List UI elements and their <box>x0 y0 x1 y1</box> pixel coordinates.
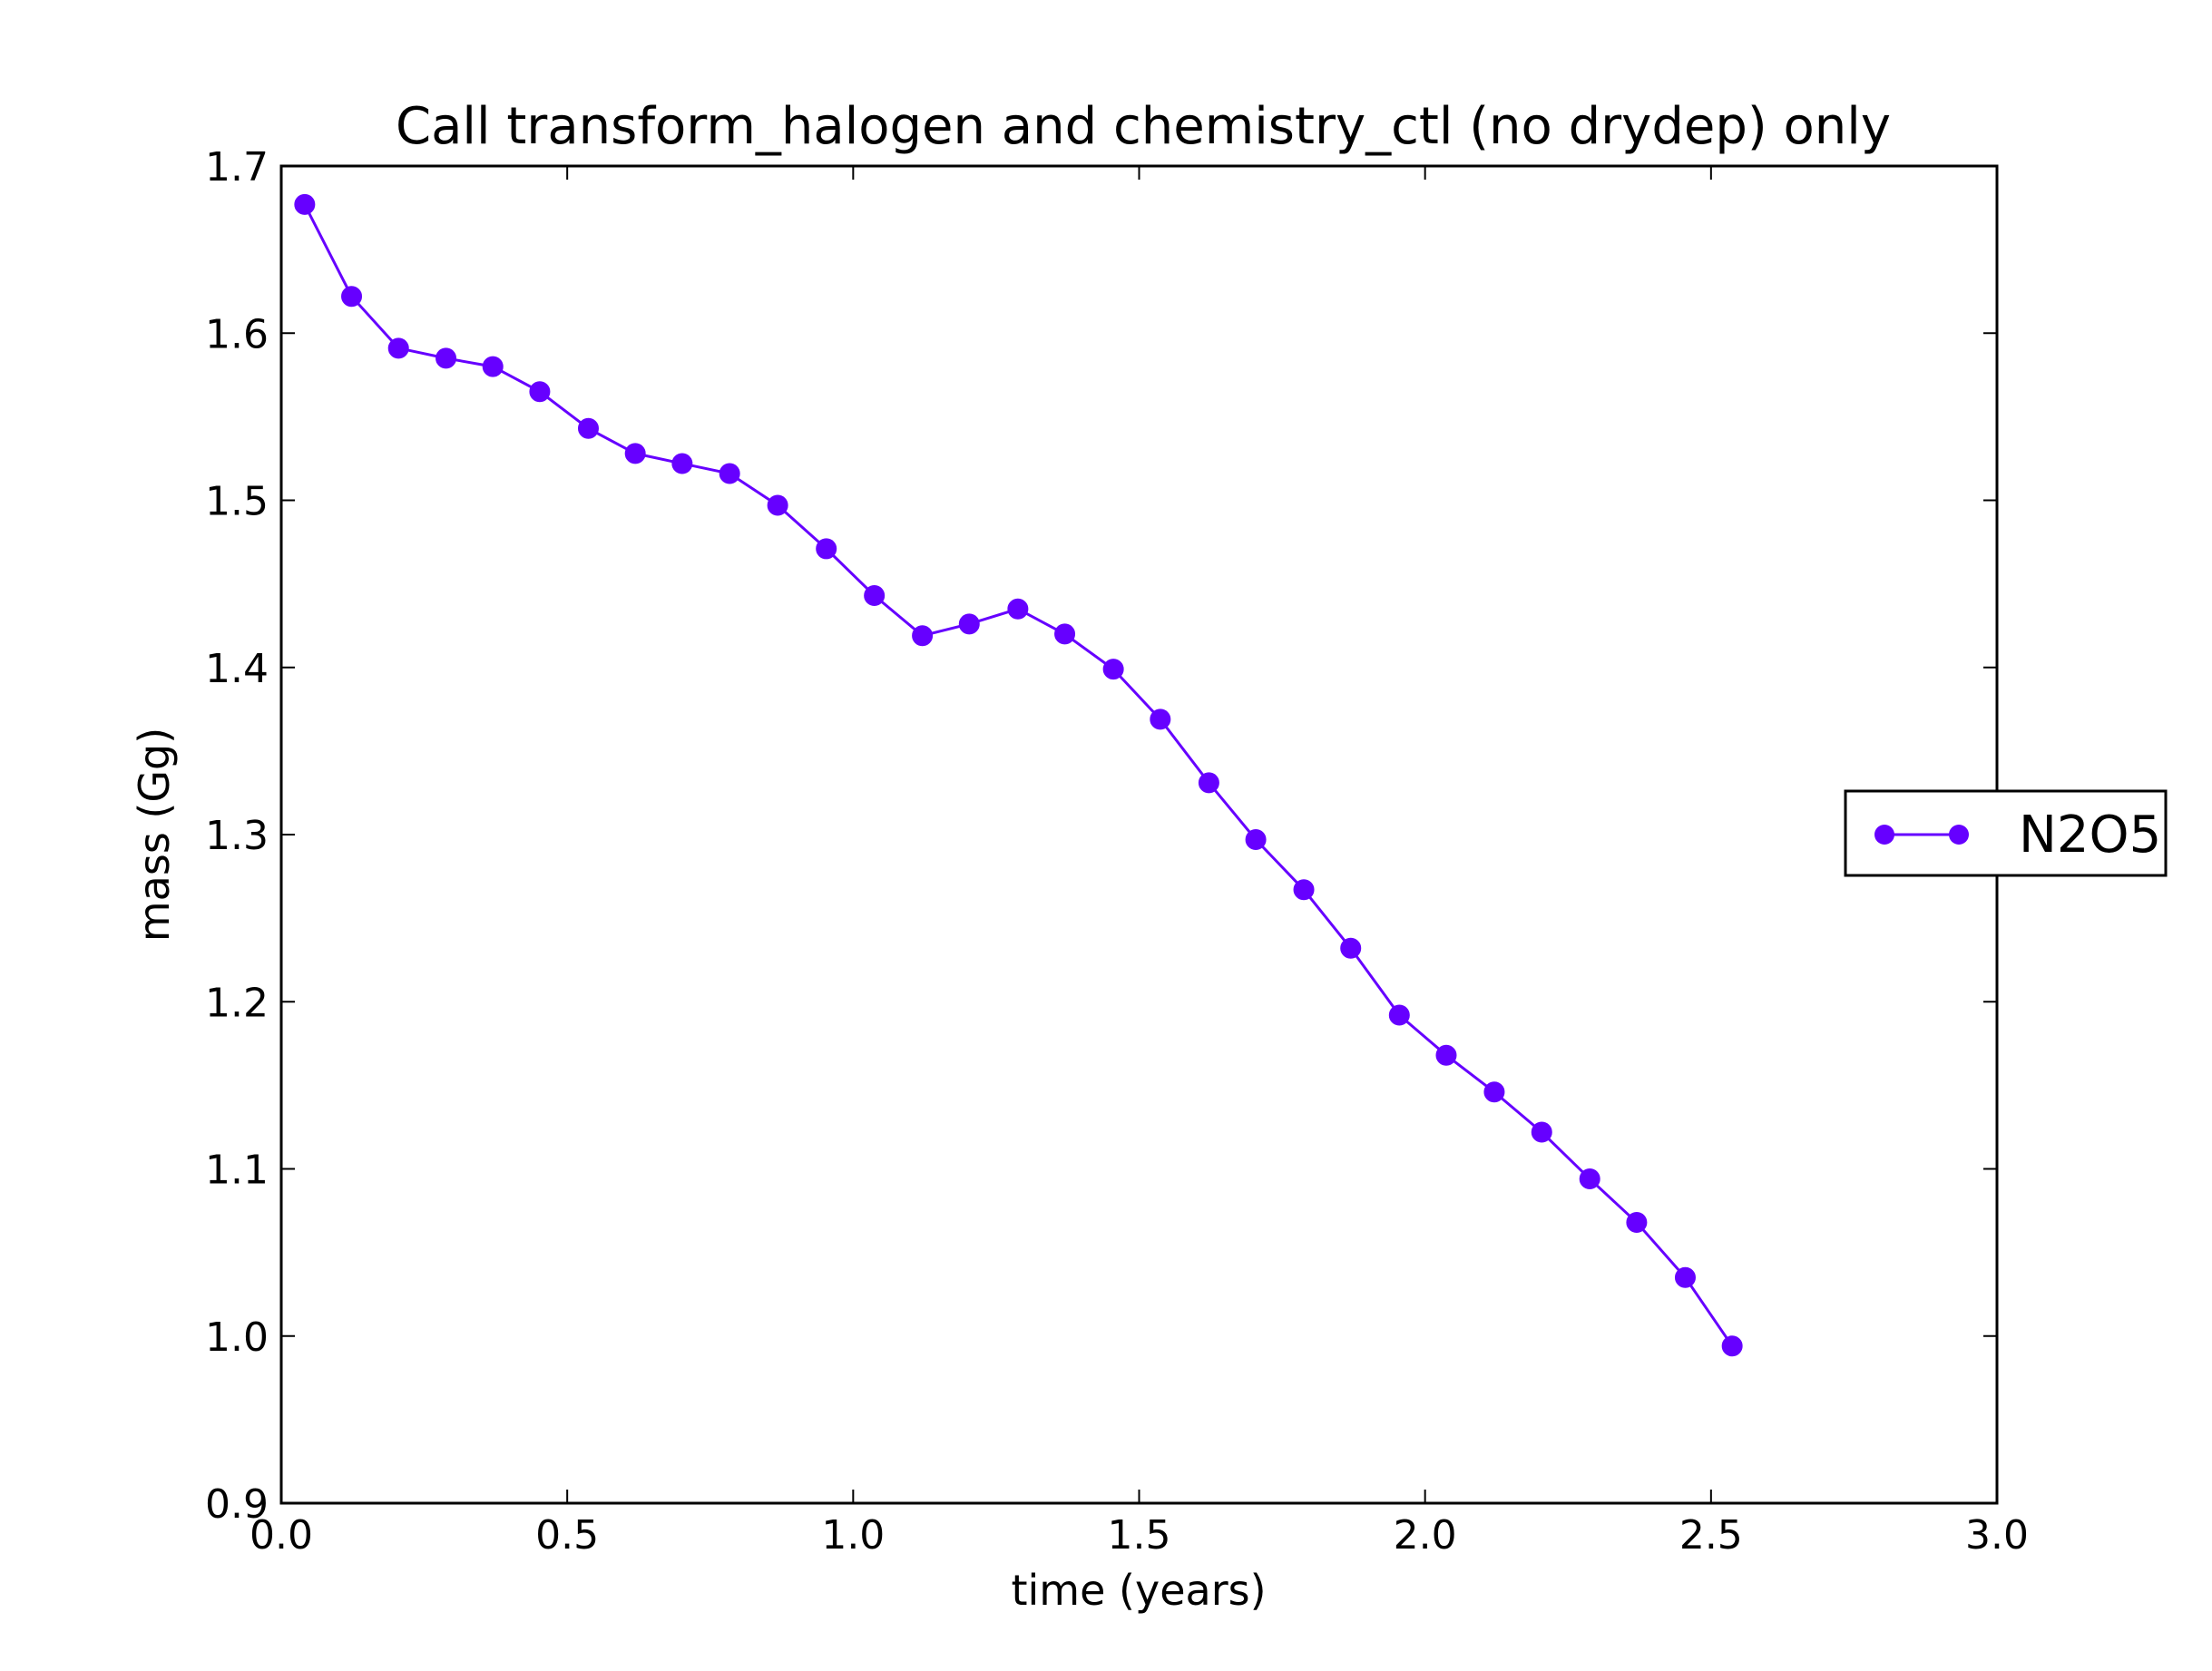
data-point <box>1245 829 1267 851</box>
data-point <box>294 193 316 215</box>
y-tick-label: 1.4 <box>205 646 269 692</box>
data-point <box>1626 1211 1648 1233</box>
data-point <box>864 585 886 607</box>
data-point <box>624 443 646 464</box>
x-tick-label: 0.5 <box>535 1512 599 1559</box>
x-tick-labels: 0.0 0.5 1.0 1.5 2.0 2.5 3.0 <box>250 1512 2029 1559</box>
data-point <box>436 347 457 369</box>
series-layer <box>294 193 1743 1357</box>
x-tick-label: 2.0 <box>1394 1512 1457 1559</box>
legend-marker <box>1949 825 1969 845</box>
chart-title: Call transform_halogen and chemistry_ctl… <box>396 97 1891 156</box>
x-axis-label: time (years) <box>1011 1566 1266 1615</box>
data-point <box>767 494 788 516</box>
y-tick-label: 1.0 <box>205 1314 269 1361</box>
data-point <box>482 356 504 377</box>
data-point <box>341 286 363 308</box>
data-point <box>912 625 934 647</box>
data-point <box>671 453 693 474</box>
y-tick-label: 1.1 <box>205 1148 269 1194</box>
data-point <box>1531 1121 1552 1143</box>
x-tick-label: 0.0 <box>250 1512 313 1559</box>
data-point <box>1721 1335 1743 1357</box>
y-tick-label: 1.6 <box>205 311 269 357</box>
data-point <box>529 381 551 403</box>
x-tick-label: 3.0 <box>1965 1512 2029 1559</box>
data-point <box>816 538 837 560</box>
axis-ticks <box>280 165 1998 1504</box>
data-point <box>719 463 740 484</box>
data-point <box>1579 1168 1600 1190</box>
data-point <box>1293 879 1315 901</box>
data-point <box>1435 1044 1457 1066</box>
data-point <box>1388 1004 1410 1026</box>
data-point <box>577 417 599 439</box>
data-point <box>1340 937 1362 959</box>
x-tick-label: 1.5 <box>1108 1512 1171 1559</box>
data-point <box>1054 623 1076 645</box>
data-point <box>1150 708 1171 730</box>
data-point <box>1198 772 1219 794</box>
data-point <box>1102 659 1124 680</box>
x-tick-label: 2.5 <box>1679 1512 1743 1559</box>
y-tick-label: 1.7 <box>205 144 269 191</box>
y-tick-label: 1.3 <box>205 813 269 859</box>
x-tick-label: 1.0 <box>821 1512 885 1559</box>
y-tick-label: 0.9 <box>205 1481 269 1528</box>
data-point <box>387 337 409 359</box>
axes-frame <box>279 164 1999 1505</box>
legend-marker <box>1874 825 1894 845</box>
data-point <box>958 613 980 635</box>
y-tick-label: 1.5 <box>205 479 269 525</box>
data-point <box>1007 598 1029 620</box>
data-point <box>1483 1081 1505 1103</box>
plot-area <box>279 164 1999 1505</box>
data-point <box>1674 1266 1696 1288</box>
y-axis-label: mass (Gg) <box>130 728 179 942</box>
y-tick-label: 1.2 <box>205 980 269 1026</box>
legend-label: N2O5 <box>2019 806 2161 865</box>
legend: N2O5 <box>1844 789 2168 877</box>
y-tick-labels: 0.9 1.0 1.1 1.2 1.3 1.4 1.5 1.6 1.7 <box>205 144 269 1528</box>
